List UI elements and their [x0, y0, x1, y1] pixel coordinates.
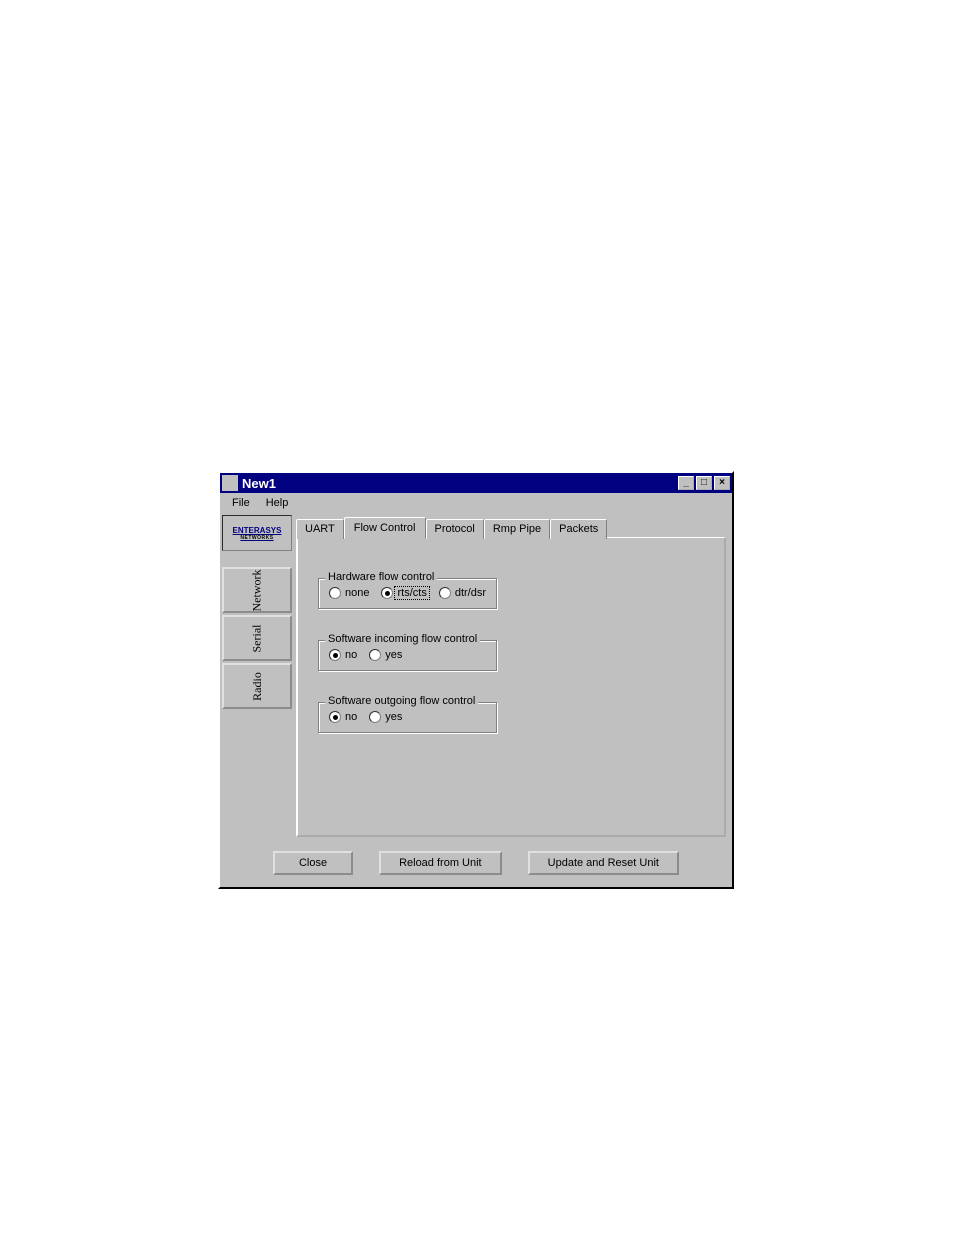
radio-icon [369, 711, 381, 723]
app-window: New1 _ □ × File Help ENTERASYS NETWORKS … [218, 471, 734, 889]
content-area: ENTERASYS NETWORKS Network Serial Radio … [220, 513, 732, 843]
software-outgoing-options: no yes [329, 711, 487, 723]
logo-text: ENTERASYS [233, 526, 282, 535]
radio-label: none [345, 587, 369, 599]
sidebar-tab-network[interactable]: Network [222, 567, 292, 613]
radio-sw-out-no[interactable]: no [329, 711, 357, 723]
minimize-button[interactable]: _ [678, 476, 694, 490]
radio-hw-dtr-dsr[interactable]: dtr/dsr [439, 587, 486, 599]
bottom-buttons: Close Reload from Unit Update and Reset … [220, 843, 732, 887]
window-buttons: _ □ × [678, 476, 730, 490]
hardware-flow-legend: Hardware flow control [325, 571, 437, 583]
software-incoming-options: no yes [329, 649, 487, 661]
software-incoming-group: Software incoming flow control no yes [318, 640, 498, 672]
tab-flow-control[interactable]: Flow Control [344, 517, 426, 539]
radio-label: yes [385, 649, 402, 661]
main-panel: UART Flow Control Protocol Rmp Pipe Pack… [292, 515, 730, 841]
titlebar[interactable]: New1 _ □ × [220, 473, 732, 493]
tab-rmp-pipe[interactable]: Rmp Pipe [484, 519, 550, 539]
software-incoming-legend: Software incoming flow control [325, 633, 480, 645]
radio-sw-in-no[interactable]: no [329, 649, 357, 661]
radio-icon [329, 587, 341, 599]
radio-icon [329, 649, 341, 661]
sidebar-tab-serial[interactable]: Serial [222, 615, 292, 661]
hardware-flow-options: none rts/cts dtr/dsr [329, 587, 487, 599]
menubar: File Help [220, 493, 732, 513]
left-sidebar: ENTERASYS NETWORKS Network Serial Radio [222, 515, 292, 841]
sidebar-tab-radio[interactable]: Radio [222, 663, 292, 709]
tab-uart[interactable]: UART [296, 519, 344, 539]
tab-packets[interactable]: Packets [550, 519, 607, 539]
radio-hw-none[interactable]: none [329, 587, 369, 599]
radio-label: dtr/dsr [455, 587, 486, 599]
reload-button[interactable]: Reload from Unit [379, 851, 502, 875]
radio-icon [439, 587, 451, 599]
software-outgoing-group: Software outgoing flow control no yes [318, 702, 498, 734]
radio-sw-out-yes[interactable]: yes [369, 711, 402, 723]
tabstrip: UART Flow Control Protocol Rmp Pipe Pack… [296, 519, 726, 539]
radio-icon [329, 711, 341, 723]
radio-hw-rts-cts[interactable]: rts/cts [381, 587, 426, 599]
radio-label: no [345, 711, 357, 723]
update-reset-button[interactable]: Update and Reset Unit [528, 851, 679, 875]
menu-help[interactable]: Help [258, 495, 297, 511]
spacer [222, 553, 292, 565]
maximize-button[interactable]: □ [696, 476, 712, 490]
radio-icon [369, 649, 381, 661]
radio-icon [381, 587, 393, 599]
close-window-button[interactable]: × [714, 476, 730, 490]
radio-label: rts/cts [394, 586, 429, 600]
radio-label: no [345, 649, 357, 661]
radio-sw-in-yes[interactable]: yes [369, 649, 402, 661]
tab-content: Hardware flow control none rts/cts dt [296, 537, 726, 837]
enterasys-logo[interactable]: ENTERASYS NETWORKS [222, 515, 292, 551]
close-button[interactable]: Close [273, 851, 353, 875]
app-icon [222, 475, 238, 491]
tab-protocol[interactable]: Protocol [426, 519, 484, 539]
radio-label: yes [385, 711, 402, 723]
software-outgoing-legend: Software outgoing flow control [325, 695, 478, 707]
menu-file[interactable]: File [224, 495, 258, 511]
window-title: New1 [242, 476, 678, 491]
hardware-flow-group: Hardware flow control none rts/cts dt [318, 578, 498, 610]
logo-subtext: NETWORKS [240, 535, 273, 541]
